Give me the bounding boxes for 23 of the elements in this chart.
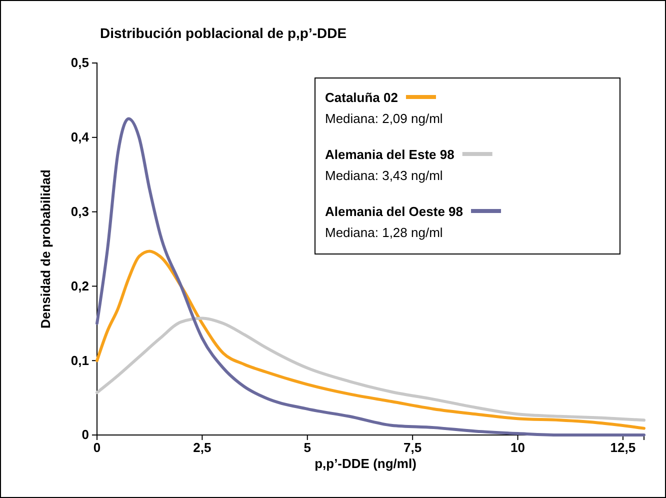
legend-label: Cataluña 02	[325, 90, 398, 105]
legend-label: Alemania del Este 98	[325, 147, 454, 162]
annotation: Mediana: 1,28 ng/ml	[325, 225, 443, 240]
y-tick-label: 0,2	[70, 278, 89, 294]
y-axis-title: Densidad de probabilidad	[38, 169, 53, 328]
x-axis-title: p,p’-DDE (ng/ml)	[314, 456, 416, 471]
x-tick-label: 5	[304, 440, 311, 456]
x-tick-label: 0	[93, 440, 101, 456]
y-tick-label: 0,3	[70, 204, 89, 219]
y-tick-label: 0,4	[70, 130, 90, 145]
y-tick-label: 0,1	[70, 352, 89, 368]
y-tick-label: 0	[82, 427, 89, 442]
line-series	[96, 250, 646, 430]
x-tick-label: 7,5	[404, 440, 422, 456]
y-tick-label: 0,5	[70, 55, 89, 70]
annotation: Mediana: 2,09 ng/ml	[325, 111, 443, 126]
x-tick-label: 12,5	[610, 440, 636, 456]
x-tick-label: 2,5	[193, 440, 212, 456]
chart-title: Distribución poblacional de p,p’-DDE	[100, 25, 347, 41]
annotation: Mediana: 3,43 ng/ml	[325, 168, 443, 183]
legend-label: Alemania del Oeste 98	[325, 204, 464, 219]
line-series	[96, 316, 646, 422]
x-tick-label: 10	[510, 440, 526, 456]
